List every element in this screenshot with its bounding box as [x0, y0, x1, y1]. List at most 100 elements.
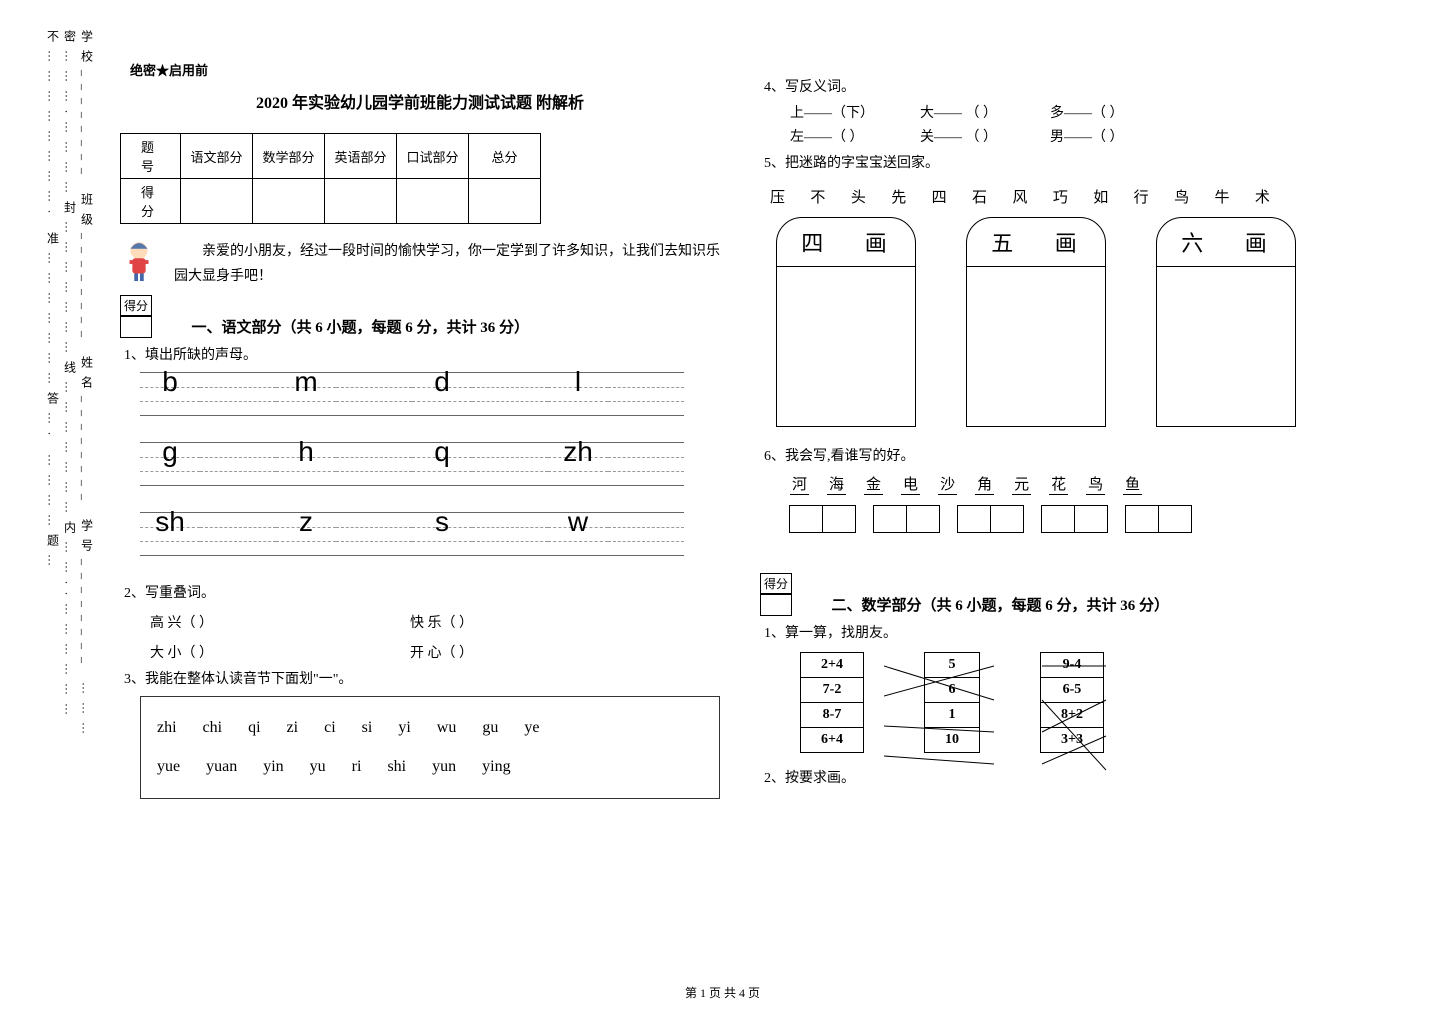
score-header: 语文部分 — [181, 134, 253, 179]
question-4: 4、写反义词。 — [764, 76, 1360, 96]
pinyin-letter: l — [558, 366, 598, 398]
pinyin-letter: w — [558, 506, 598, 538]
q5-char: 风 — [1012, 186, 1027, 207]
q6-char: 河 — [790, 473, 809, 499]
match-cell: 6 — [925, 678, 979, 703]
q6-char: 角 — [975, 473, 994, 499]
score-header: 题 号 — [121, 134, 181, 179]
score-cell — [397, 179, 469, 224]
syllable-box: zhichiqizicisiyiwuguye yueyuanyinyurishi… — [140, 696, 720, 799]
q4-item: 左——（ ） — [790, 126, 920, 146]
q6-char-label: 元 — [1012, 473, 1031, 495]
match-col-mid: 56110 — [924, 652, 980, 753]
score-cell — [253, 179, 325, 224]
question-3: 3、我能在整体认读音节下面划"一"。 — [124, 668, 720, 688]
q2-item: 大 小（ ） — [150, 642, 410, 662]
question-5: 5、把迷路的字宝宝送回家。 — [764, 152, 1360, 172]
score-header: 口试部分 — [397, 134, 469, 179]
pinyin-letter: z — [286, 506, 326, 538]
syllable: ye — [524, 709, 539, 747]
score-cell — [181, 179, 253, 224]
q6-char: 电 — [901, 473, 920, 499]
stroke-column: 四 画 — [776, 217, 916, 427]
q6-char: 元 — [1012, 473, 1031, 499]
q6-char-row: 河海金电沙角元花鸟鱼 — [790, 473, 1360, 499]
match-col-left: 2+47-28-76+4 — [800, 652, 864, 753]
syllable: yi — [398, 709, 410, 747]
write-box — [906, 505, 940, 533]
q4-item: 男——（ ） — [1050, 126, 1180, 146]
q4-item: 关—— （ ） — [920, 126, 1050, 146]
match-cell: 3+3 — [1041, 728, 1103, 752]
score-cell — [325, 179, 397, 224]
pinyin-letter: g — [150, 436, 190, 468]
pinyin-letter: m — [286, 366, 326, 398]
pinyin-grid: bmdlghqzhshzsw — [140, 372, 680, 572]
q4-item: 上——（下） — [790, 102, 920, 122]
pinyin-segment — [608, 372, 684, 416]
section-1-title: 一、语文部分（共 6 小题，每题 6 分，共计 36 分） — [192, 320, 530, 336]
write-box — [822, 505, 856, 533]
page-content: 绝密★启用前 2020 年实验幼儿园学前班能力测试试题 附解析 题 号 语文部分… — [100, 30, 1380, 940]
q4-line: 左——（ ）关—— （ ）男——（ ） — [790, 126, 1360, 146]
pinyin-letter: d — [422, 366, 462, 398]
match-cell: 8-7 — [801, 703, 863, 728]
pinyin-segment — [472, 512, 548, 556]
score-header: 数学部分 — [253, 134, 325, 179]
match-cell: 6+4 — [801, 728, 863, 752]
score-cell — [469, 179, 541, 224]
q6-char-label: 花 — [1049, 473, 1068, 495]
q5-char: 鸟 — [1174, 186, 1189, 207]
stroke-column: 六 画 — [1156, 217, 1296, 427]
stroke-head: 五 画 — [966, 217, 1106, 267]
document-title: 2020 年实验幼儿园学前班能力测试试题 附解析 — [120, 89, 720, 113]
syllable: yu — [310, 748, 326, 786]
pinyin-letter: q — [422, 436, 462, 468]
pinyin-segment — [336, 372, 412, 416]
stroke-head: 四 画 — [776, 217, 916, 267]
q6-char: 金 — [864, 473, 883, 499]
match-cell: 5 — [925, 653, 979, 678]
intro-text: 亲爱的小朋友，经过一段时间的愉快学习，你一定学到了许多知识，让我们去知识乐园大显… — [174, 239, 720, 289]
score-box — [760, 594, 792, 616]
score-table: 题 号 语文部分 数学部分 英语部分 口试部分 总分 得 分 — [120, 133, 541, 224]
q6-char-label: 角 — [975, 473, 994, 495]
syllable: yue — [157, 748, 180, 786]
syllable: shi — [387, 748, 406, 786]
write-box — [957, 505, 991, 533]
pinyin-segment — [200, 372, 276, 416]
stroke-column: 五 画 — [966, 217, 1106, 427]
write-box — [789, 505, 823, 533]
match-cell: 1 — [925, 703, 979, 728]
pinyin-letter: sh — [150, 506, 190, 538]
score-label: 得分 — [120, 295, 152, 316]
syllable: wu — [437, 709, 457, 747]
q6-char-label: 海 — [827, 473, 846, 495]
q6-char: 鸟 — [1086, 473, 1105, 499]
confidential-mark: 绝密★启用前 — [130, 60, 720, 79]
q2-item: 高 兴（ ） — [150, 612, 410, 632]
q6-char-label: 鱼 — [1123, 473, 1142, 495]
pinyin-letter: b — [150, 366, 190, 398]
q6-char: 花 — [1049, 473, 1068, 499]
q2-item: 快 乐（ ） — [410, 612, 670, 632]
match-cell: 7-2 — [801, 678, 863, 703]
pinyin-segment — [200, 442, 276, 486]
q5-char: 如 — [1093, 186, 1108, 207]
q2-pair-line: 高 兴（ ）快 乐（ ） — [150, 612, 720, 632]
math-question-1: 1、算一算，找朋友。 — [764, 622, 1360, 642]
pinyin-segment — [608, 512, 684, 556]
match-cell: 10 — [925, 728, 979, 752]
stroke-boxes: 四 画五 画六 画 — [776, 217, 1360, 427]
score-header: 总分 — [469, 134, 541, 179]
math-question-2: 2、按要求画。 — [764, 767, 1360, 787]
page-footer: 第 1 页 共 4 页 — [0, 984, 1445, 1001]
syllable: ci — [324, 709, 336, 747]
pinyin-segment — [608, 442, 684, 486]
q2-pair-line: 大 小（ ）开 心（ ） — [150, 642, 720, 662]
q6-char-label: 金 — [864, 473, 883, 495]
q5-char: 术 — [1255, 186, 1270, 207]
question-2: 2、写重叠词。 — [124, 582, 720, 602]
score-header: 英语部分 — [325, 134, 397, 179]
syllable: ying — [482, 748, 510, 786]
